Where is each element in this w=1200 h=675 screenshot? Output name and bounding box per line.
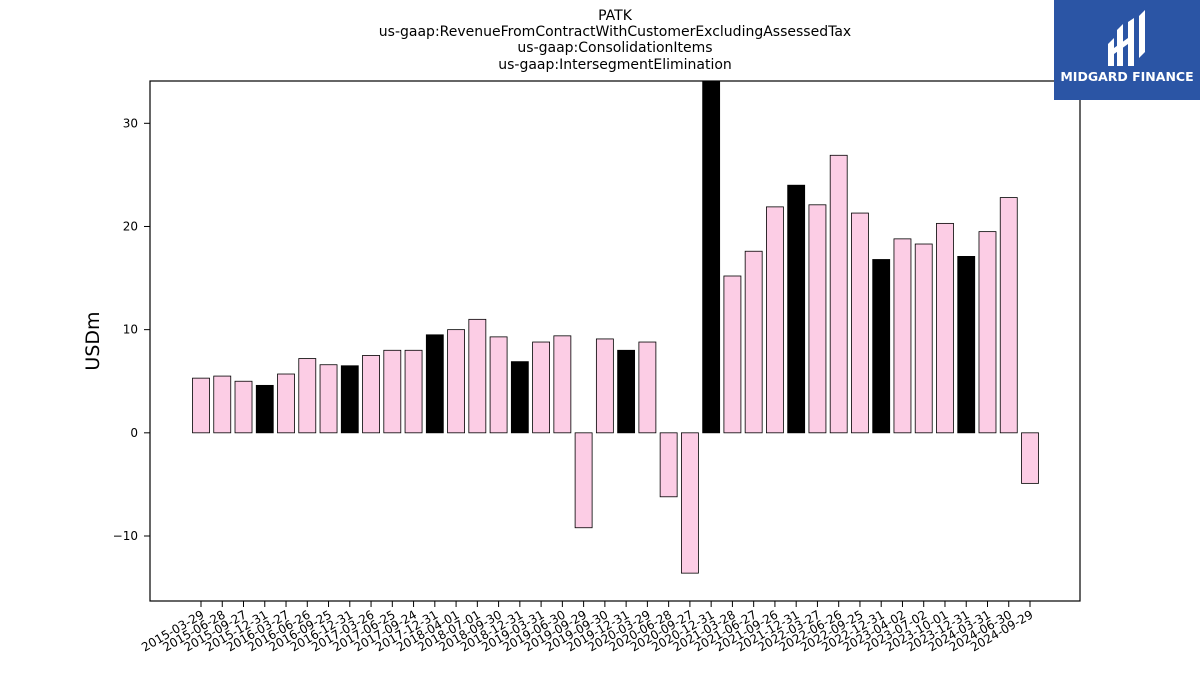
bar-2019-06-30 xyxy=(553,335,572,434)
bar-2022-12-31 xyxy=(872,259,891,434)
y-tick-label: 30 xyxy=(123,116,138,130)
bar-2023-12-31 xyxy=(957,255,976,434)
bar-2016-09-25 xyxy=(319,364,338,434)
y-tick-label: 20 xyxy=(123,219,138,233)
x-axis: 2015-03-292015-06-282015-09-272015-12-31… xyxy=(139,601,1036,654)
y-axis-label: USDm xyxy=(82,311,104,370)
bar-2020-06-28 xyxy=(659,432,678,498)
chart-title-line-3: us-gaap:ConsolidationItems xyxy=(517,40,712,56)
bar-2015-06-28 xyxy=(213,375,232,434)
bar-2022-09-25 xyxy=(851,212,869,434)
bar-2016-03-27 xyxy=(277,373,295,434)
y-tick-label: 10 xyxy=(123,323,138,337)
bar-2019-03-31 xyxy=(532,341,551,434)
bar-2019-09-30 xyxy=(595,338,614,434)
bar-2024-06-30 xyxy=(999,197,1018,434)
bar-2021-06-27 xyxy=(744,250,763,434)
bar-2021-12-31 xyxy=(787,184,806,434)
bar-2021-09-26 xyxy=(766,206,784,434)
bar-2016-06-26 xyxy=(298,358,317,434)
bar-2015-12-31 xyxy=(255,384,274,434)
bar-2020-09-27 xyxy=(680,432,699,574)
bar-2017-06-25 xyxy=(383,349,402,434)
bar-2018-04-01 xyxy=(447,329,465,434)
plot-frame xyxy=(149,80,1081,602)
bar-2023-07-02 xyxy=(914,243,933,434)
bar-2020-03-29 xyxy=(638,341,657,434)
chart-title-line-1: PATK xyxy=(598,8,633,24)
y-tick-label: −10 xyxy=(113,529,138,543)
bar-2016-12-31 xyxy=(340,365,359,434)
midgard-logo-icon xyxy=(1054,0,1200,100)
y-axis: −10 0 10 20 30 xyxy=(113,116,150,543)
brand-name: MIDGARD FINANCE xyxy=(1060,69,1194,84)
bar-2017-03-26 xyxy=(362,355,380,434)
bar-2017-12-31 xyxy=(425,334,444,434)
brand-logo: MIDGARD FINANCE xyxy=(1054,0,1200,100)
bar-2019-12-31 xyxy=(617,349,636,434)
bar-2022-03-27 xyxy=(808,204,827,434)
chart-title: PATK us-gaap:RevenueFromContractWithCust… xyxy=(379,8,851,73)
bar-2015-03-29 xyxy=(192,377,210,434)
bar-2019-09-29 xyxy=(574,432,593,529)
bar-2018-12-31 xyxy=(510,361,529,434)
bar-2018-09-30 xyxy=(489,336,508,434)
bar-2024-09-29 xyxy=(1021,432,1039,484)
bar-2022-06-26 xyxy=(829,154,848,434)
bar-2018-07-01 xyxy=(468,318,487,434)
bars-group xyxy=(192,80,1039,574)
y-tick-label: 0 xyxy=(130,426,138,440)
bar-2021-03-28 xyxy=(723,275,742,434)
bar-2017-09-24 xyxy=(404,349,423,434)
chart-title-line-2: us-gaap:RevenueFromContractWithCustomerE… xyxy=(379,24,851,40)
bar-2020-12-31 xyxy=(702,80,721,434)
chart-title-line-4: us-gaap:IntersegmentElimination xyxy=(498,57,732,73)
bar-2023-04-02 xyxy=(893,238,912,434)
bar-2015-09-27 xyxy=(234,380,253,434)
bar-2024-03-31 xyxy=(978,231,997,434)
bar-2023-10-01 xyxy=(936,222,954,434)
